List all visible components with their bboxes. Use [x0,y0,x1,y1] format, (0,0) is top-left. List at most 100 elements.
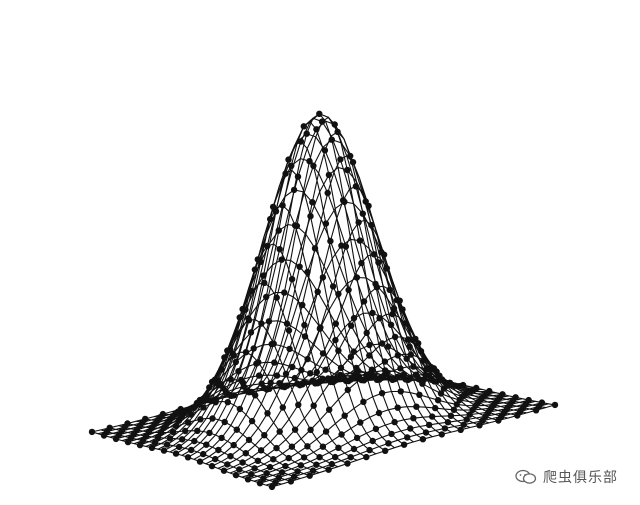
grid-point [255,372,263,379]
grid-point [304,268,311,276]
grid-point [263,293,270,301]
grid-point [359,210,366,217]
grid-point [332,336,339,344]
grid-point [309,377,316,384]
grid-point [306,472,313,479]
grid-point [378,249,385,256]
grid-point [394,352,401,359]
grid-point [295,401,302,408]
grid-point [188,446,195,454]
grid-point [357,419,364,426]
grid-point [261,279,268,287]
grid-point [429,413,436,420]
grid-point [334,128,341,136]
grid-point [273,444,280,452]
grid-point [296,263,303,270]
grid-point [386,375,394,382]
grid-point [193,399,201,407]
grid-point [291,374,298,382]
grid-point [551,401,559,409]
grid-point [227,453,234,460]
grid-point [100,432,108,439]
grid-point [322,366,329,373]
grid-point [325,171,333,179]
grid-point [409,336,416,343]
grid-point [288,162,295,169]
grid-point [453,401,460,408]
grid-point [306,158,313,165]
grid-point [200,450,207,458]
grid-point [356,237,364,244]
grid-point [294,173,302,180]
grid-point [282,170,289,177]
grid-point [350,348,357,355]
grid-point [273,294,280,301]
grid-point [276,380,283,387]
grid-point [278,256,285,263]
grid-point [388,430,395,438]
grid-point [169,428,177,436]
grid-point [397,365,404,372]
grid-point [328,136,335,143]
grid-point [154,434,162,441]
grid-point [251,465,258,472]
grid-point [273,372,281,379]
grid-point [221,418,228,426]
grid-point [254,457,262,464]
grid-point [299,301,306,309]
grid-point [400,441,408,448]
grid-point [391,333,399,341]
grid-point [263,470,270,477]
grid-point [239,459,246,466]
grid-point [353,434,361,442]
grid-point [325,466,332,473]
grid-point [420,357,427,364]
grid-point [335,444,342,451]
grid-point [224,399,231,406]
grid-point [275,474,282,481]
grid-point [419,436,427,443]
grid-point [304,443,311,450]
grid-point [389,310,396,318]
grid-point [402,320,409,327]
grid-point [303,130,310,137]
grid-point [379,340,386,347]
grid-point [397,388,404,395]
grid-point [291,473,298,480]
grid-point [287,478,295,485]
grid-point [469,406,476,414]
grid-point [218,434,225,442]
grid-point [212,455,219,463]
grid-point [282,370,290,378]
grid-point [136,441,144,449]
grid-point [466,411,473,418]
grid-point [124,438,132,446]
grid-point [281,289,288,296]
grid-point [324,189,331,197]
grid-point [270,340,277,347]
grid-point [332,453,339,461]
grid-point [209,415,216,422]
grid-point [328,460,336,468]
grid-point [403,355,410,362]
grid-point [304,355,311,363]
grid-point [285,156,292,163]
grid-point [463,416,470,423]
grid-point [311,245,319,252]
grid-point [375,259,382,266]
grid-point [235,368,242,375]
grid-point [438,431,445,438]
grid-point [160,447,168,454]
grid-point [191,437,198,445]
grid-point [166,435,174,442]
grid-point [276,428,283,435]
grid-point [390,305,398,312]
grid-point [391,418,398,426]
grid-point [353,364,360,372]
grid-point [338,431,345,438]
grid-point [278,469,286,476]
grid-point [239,379,247,386]
grid-point [267,215,274,223]
grid-point [450,406,458,413]
